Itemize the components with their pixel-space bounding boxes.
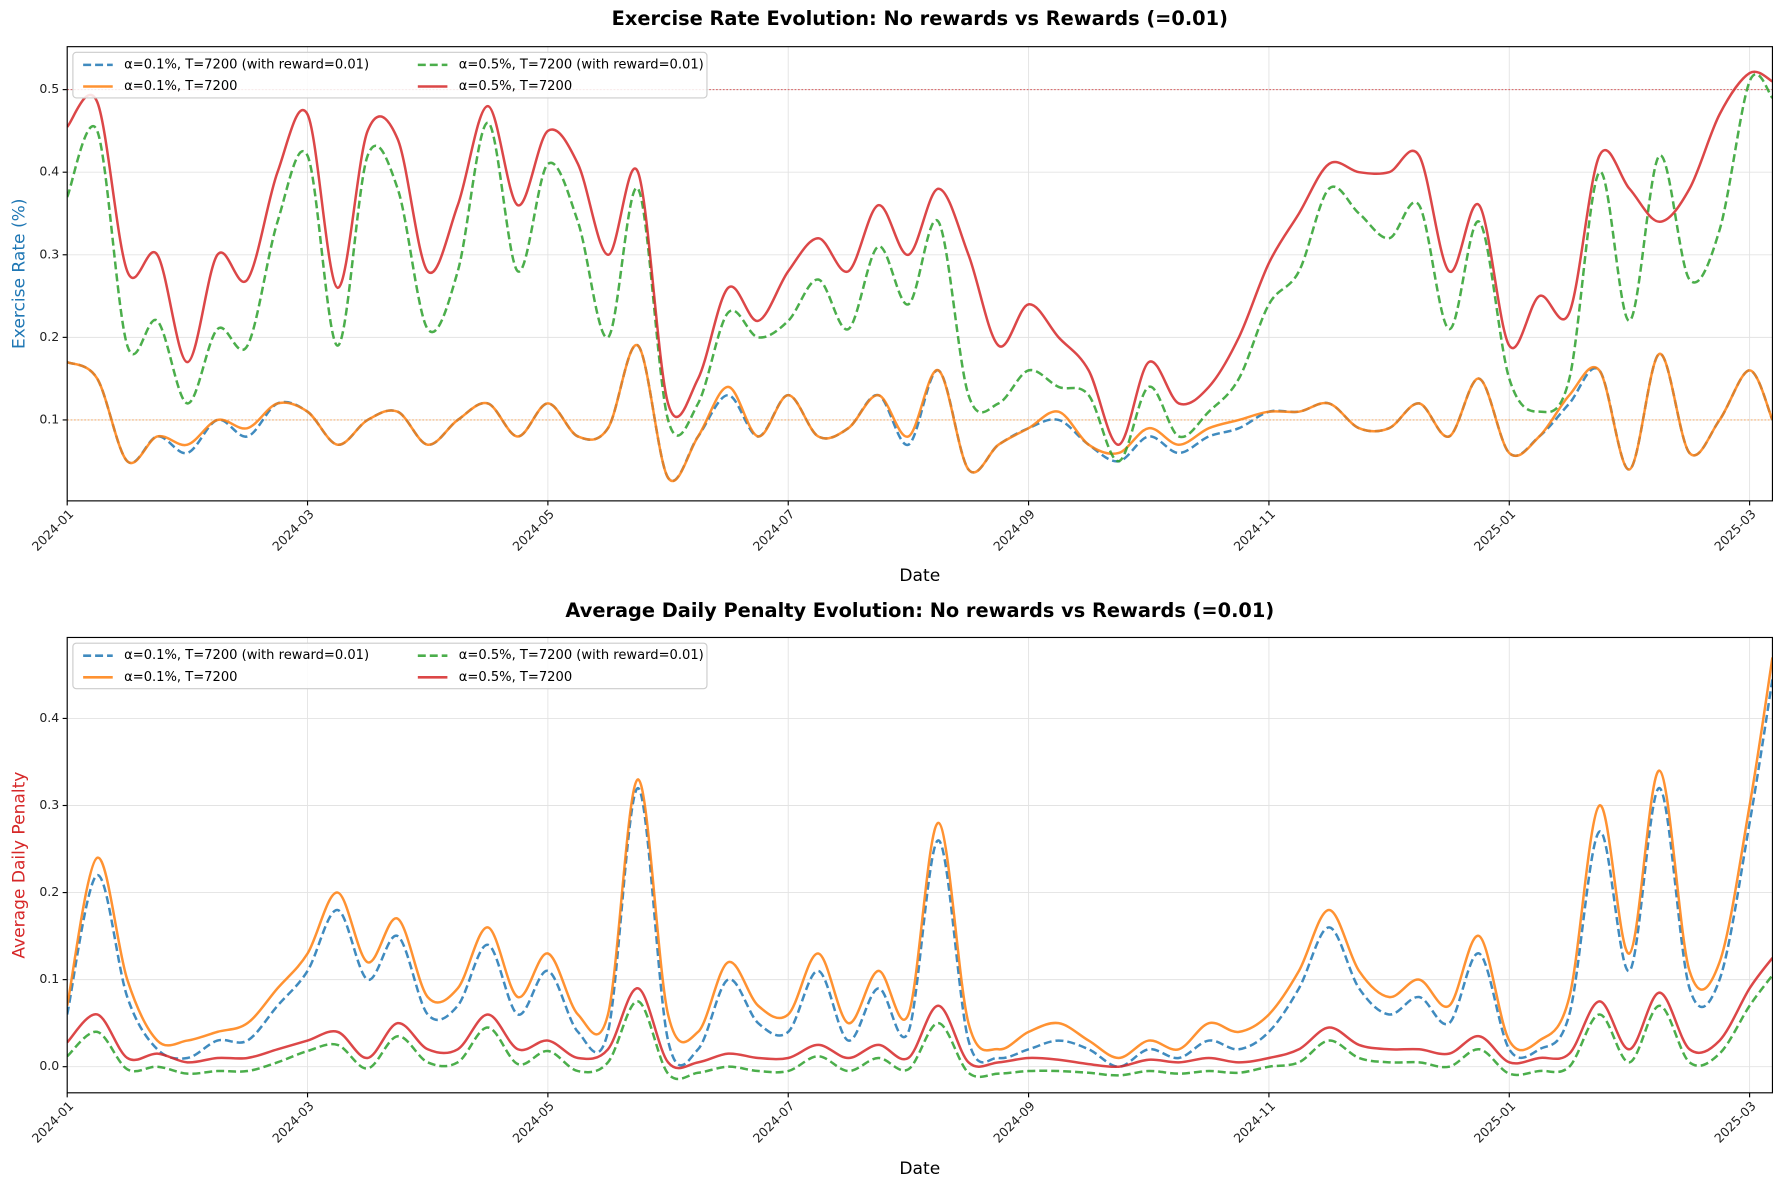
x-tick-label: 2024-03 [269, 506, 317, 554]
legend-label: α=0.5%, T=7200 (with reward=0.01) [459, 648, 704, 663]
legend-label: α=0.1%, T=7200 (with reward=0.01) [124, 57, 369, 72]
y-tick-label: 0.3 [39, 246, 59, 261]
y-tick-label: 0.1 [39, 971, 59, 986]
series-line [67, 72, 1773, 463]
x-tick-label: 2024-07 [750, 1098, 798, 1146]
x-tick-label: 2024-05 [509, 1098, 557, 1146]
legend-box [72, 51, 708, 99]
series-line [67, 70, 1773, 446]
series-line [67, 344, 1773, 483]
x-tick-label: 2024-01 [29, 506, 77, 554]
x-axis-label: Date [899, 1159, 940, 1179]
y-tick-label: 0.5 [39, 81, 59, 96]
chart-title: Average Daily Penalty Evolution: No rewa… [565, 599, 1274, 622]
chart-title: Exercise Rate Evolution: No rewards vs R… [612, 7, 1228, 30]
y-tick-label: 0.1 [39, 411, 59, 426]
legend-label: α=0.5%, T=7200 [459, 79, 572, 94]
y-axis-label: Average Daily Penalty [9, 772, 29, 959]
x-tick-label: 2024-01 [29, 1098, 77, 1146]
legend-box [72, 642, 708, 690]
series-line [67, 679, 1773, 1068]
legend-label: α=0.5%, T=7200 [459, 670, 572, 685]
x-tick-label: 2024-09 [990, 506, 1038, 554]
x-tick-label: 2025-03 [1711, 506, 1759, 554]
plot-frame [66, 636, 1774, 1094]
x-tick-label: 2024-03 [269, 1098, 317, 1146]
y-tick-label: 0.2 [39, 329, 59, 344]
y-tick-label: 0.0 [39, 1058, 59, 1073]
x-tick-label: 2025-01 [1471, 1098, 1519, 1146]
legend-label: α=0.1%, T=7200 [124, 79, 237, 94]
x-tick-label: 2024-05 [509, 506, 557, 554]
x-tick-label: 2024-07 [750, 506, 798, 554]
legend-label: α=0.5%, T=7200 (with reward=0.01) [459, 57, 704, 72]
x-tick-label: 2025-03 [1711, 1098, 1759, 1146]
x-tick-label: 2024-11 [1230, 1098, 1278, 1146]
series-line [67, 657, 1773, 1060]
series-line [67, 957, 1773, 1070]
y-tick-label: 0.4 [39, 710, 59, 725]
series-line [67, 974, 1773, 1081]
x-axis-label: Date [899, 566, 940, 586]
plot-frame [66, 46, 1774, 502]
legend-label: α=0.1%, T=7200 [124, 670, 237, 685]
x-tick-label: 2025-01 [1471, 506, 1519, 554]
y-axis-label: Exercise Rate (%) [9, 199, 29, 349]
y-tick-label: 0.3 [39, 797, 59, 812]
x-tick-label: 2024-11 [1230, 506, 1278, 554]
y-tick-label: 0.2 [39, 884, 59, 899]
x-tick-label: 2024-09 [990, 1098, 1038, 1146]
legend-label: α=0.1%, T=7200 (with reward=0.01) [124, 648, 369, 663]
y-tick-label: 0.4 [39, 164, 59, 179]
